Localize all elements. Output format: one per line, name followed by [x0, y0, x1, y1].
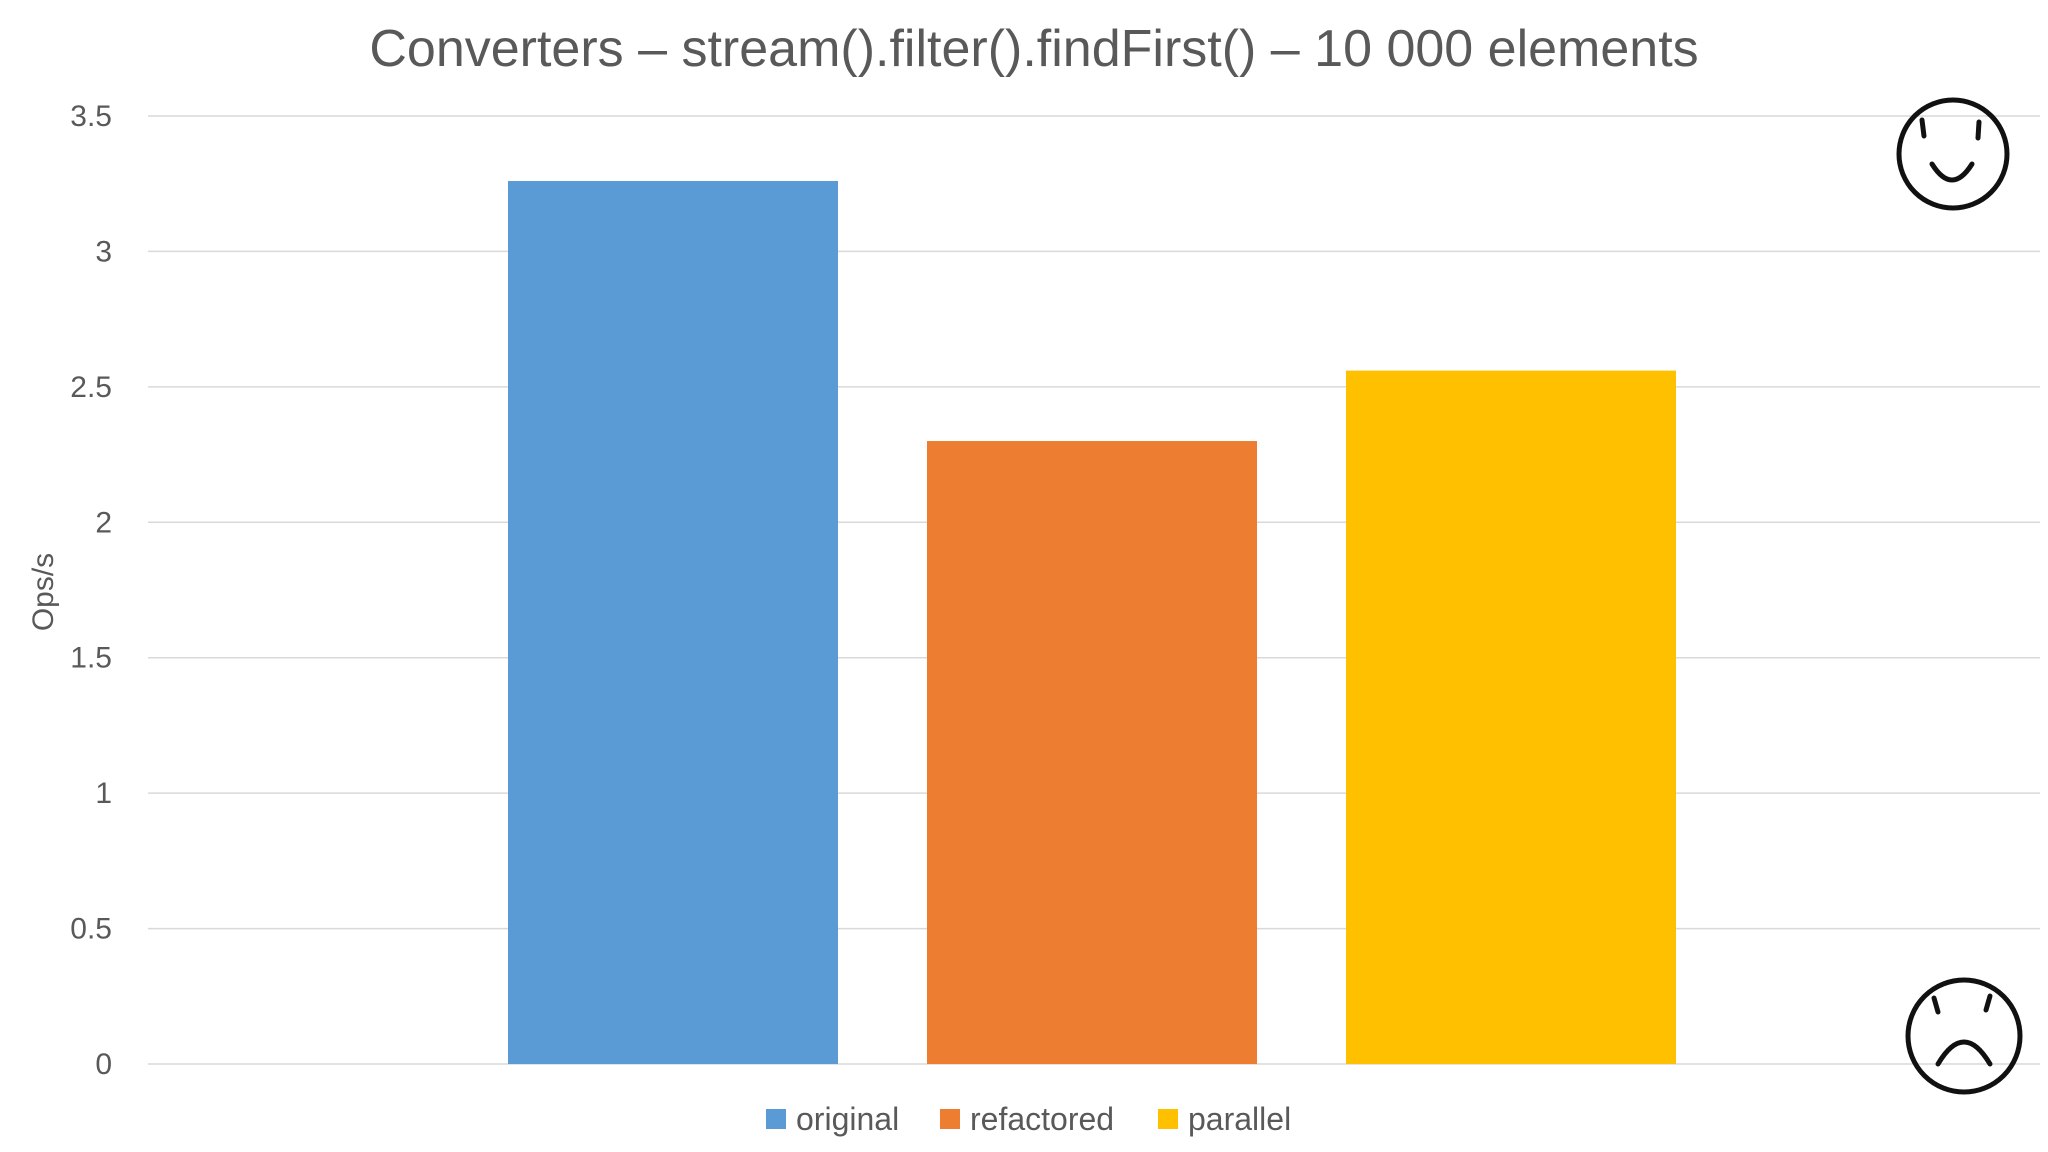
y-axis-ticks: 0 0.5 1 1.5 2 2.5 3 3.5 — [70, 100, 112, 1081]
y-tick-label: 1.5 — [70, 642, 112, 675]
legend-swatch-original — [766, 1109, 786, 1129]
legend: original refactored parallel — [766, 1101, 1291, 1137]
y-tick-label: 0 — [95, 1048, 112, 1081]
bar-parallel — [1346, 370, 1676, 1064]
chart-title: Converters – stream().filter().findFirst… — [369, 20, 1698, 78]
legend-label-refactored: refactored — [970, 1101, 1114, 1137]
legend-swatch-refactored — [940, 1109, 960, 1129]
legend-label-parallel: parallel — [1188, 1101, 1291, 1137]
y-tick-label: 2 — [95, 506, 112, 539]
y-tick-label: 3.5 — [70, 100, 112, 133]
bars — [508, 181, 1676, 1064]
bar-original — [508, 181, 838, 1064]
y-tick-label: 2.5 — [70, 371, 112, 404]
legend-label-original: original — [796, 1101, 899, 1137]
y-tick-label: 1 — [95, 777, 112, 810]
frowning-face-icon — [1905, 977, 2023, 1095]
legend-swatch-parallel — [1158, 1109, 1178, 1129]
y-tick-label: 0.5 — [70, 913, 112, 946]
smiley-face-icon — [1896, 97, 2010, 211]
y-axis-title: Ops/s — [27, 553, 60, 631]
y-tick-label: 3 — [95, 235, 112, 268]
bar-refactored — [927, 441, 1257, 1064]
